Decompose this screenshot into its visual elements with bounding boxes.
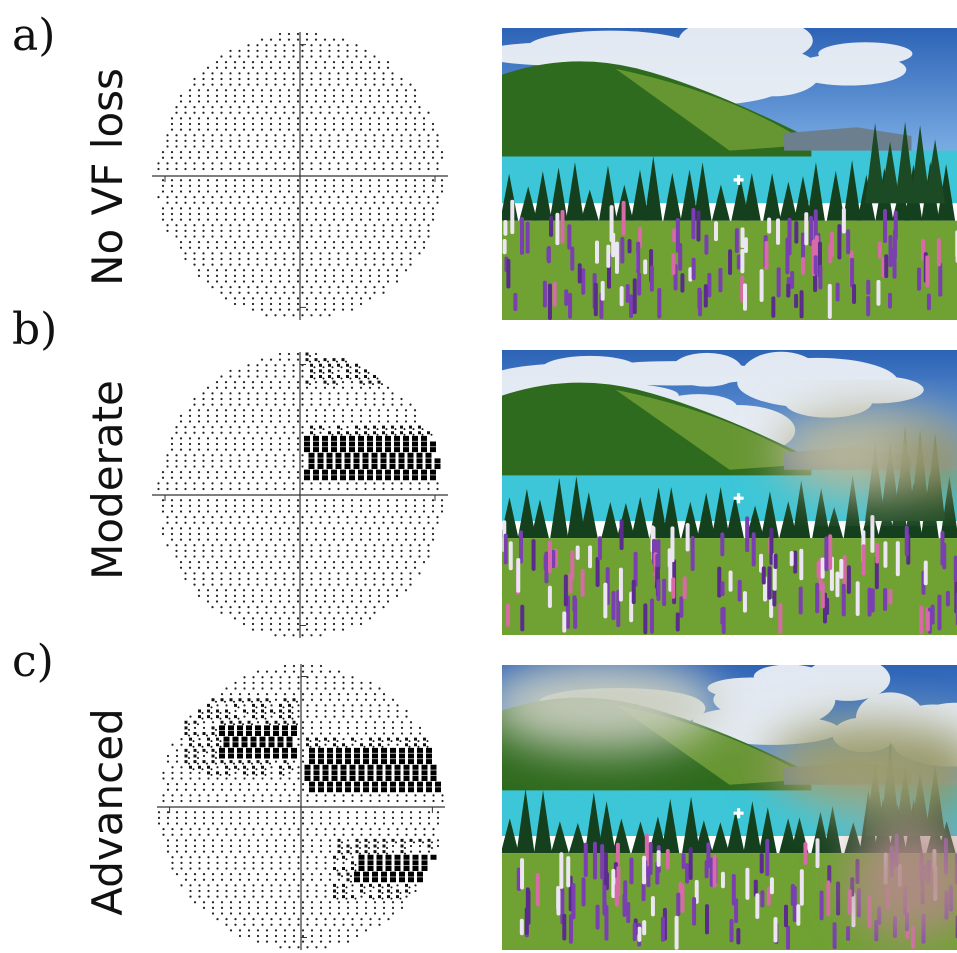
visual-field-plot-no-loss (152, 32, 448, 320)
panel-letter-a: a) (12, 10, 56, 61)
lupin-flowers (502, 199, 957, 320)
panel-letter-b: b) (12, 304, 58, 355)
fixation-cross (733, 174, 744, 185)
stimulus-dots (157, 32, 444, 317)
stimulus-dots (157, 664, 444, 949)
panel-letter-c: c) (12, 636, 54, 687)
tree-line (502, 425, 957, 539)
lupin-flowers (502, 514, 957, 635)
fixation-cross (733, 808, 744, 819)
row-label-advanced: Advanced (83, 708, 132, 916)
scene-image-advanced (502, 665, 957, 950)
visual-field-plot-advanced (157, 664, 445, 950)
fixation-cross (733, 493, 744, 504)
scene-image-no-loss (502, 28, 957, 320)
row-label-moderate: Moderate (83, 380, 132, 580)
row-label-no-vf-loss: No VF loss (83, 68, 132, 286)
stimulus-dots (157, 352, 444, 637)
scene-image-moderate (502, 350, 957, 635)
visual-field-plot-moderate (152, 352, 448, 638)
lupin-flowers (516, 833, 957, 950)
vision-loss-blur (502, 665, 957, 939)
tree-line (502, 121, 956, 221)
vision-loss-blur (775, 407, 957, 499)
